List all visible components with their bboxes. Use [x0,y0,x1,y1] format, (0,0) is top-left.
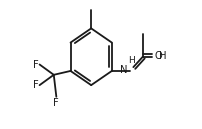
Text: H: H [158,51,166,61]
Text: H: H [127,56,134,65]
Text: O: O [154,51,161,61]
Text: N: N [120,65,127,75]
Text: F: F [32,80,38,90]
Text: F: F [53,98,59,108]
Text: F: F [32,59,38,70]
